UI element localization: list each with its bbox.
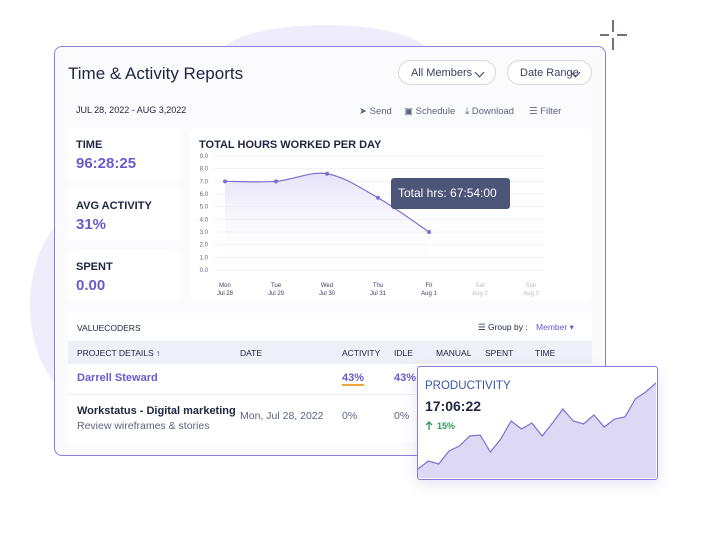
point [274,179,278,184]
area [418,383,656,478]
x-tick-date: Jul 28 [217,291,234,297]
chart-title: TOTAL HOURS WORKED PER DAY [199,139,382,151]
line-area [225,173,429,270]
group-by-label: Group by : [487,322,528,332]
stat-value: 0.00 [76,277,106,294]
action-label: Filter [540,106,562,117]
idle-cell: 0% [394,410,410,422]
team-name: VALUECODERS [77,323,141,333]
download-action[interactable]: ⤓ Download [465,106,515,117]
filter-label: All Members [411,67,473,79]
project-name: Workstatus - Digital marketing [77,405,236,417]
idle-cell: 43% [394,372,417,384]
x-tick-date: Jul 31 [370,291,387,297]
up-arrow [425,421,433,430]
stat-value: 31% [76,216,107,233]
column-label: PROJECT DETAILS [77,348,154,358]
action-label: Download [471,106,515,117]
x-tick-label: Fri [426,283,433,289]
x-tick-date: Aug 1 [421,291,437,297]
send-action[interactable]: ➤ Send [359,106,392,117]
y-tick-label: 2.0 [200,243,209,249]
y-tick-label: 1.0 [200,255,209,261]
column-header: DATE [240,348,263,358]
productivity-total: 17:06:22 [425,398,482,414]
stat-label: SPENT [76,261,113,273]
column-header: IDLE [394,348,413,358]
productivity-chart [418,382,656,478]
members-filter[interactable]: All Members [398,60,496,85]
x-tick-label: Sun [526,283,537,289]
y-tick-label: 3.0 [200,230,209,236]
x-tick-label: Mon [219,283,231,289]
date-range: JUL 28, 2022 - AUG 3,2022 [76,105,187,115]
y-tick-label: 0.0 [200,268,209,274]
column-header[interactable]: PROJECT DETAILS ↑ [77,348,161,358]
activity-cell: 43% [342,372,365,386]
point [427,230,431,234]
x-tick-label: Sat [475,283,484,289]
tooltip-text: Total hrs: 67:54:00 [398,186,497,200]
x-tick-date: Jul 29 [268,291,285,297]
area-line [418,382,656,470]
point [376,195,380,200]
x-tick-label: Tue [271,283,282,289]
stat-card [68,188,180,240]
row-divider [68,394,592,395]
stat-card [68,128,180,180]
stat-label: TIME [76,139,103,151]
y-tick-label: 6.0 [200,192,209,198]
page-title: Time & Activity Reports [68,64,244,83]
y-tick-label: 5.0 [200,205,209,211]
point [325,171,329,176]
y-tick-label: 8.0 [200,167,209,173]
date-filter[interactable]: Date Range [507,60,592,85]
sparkle [600,20,627,50]
point [223,179,227,184]
y-tick-label: 9.0 [200,154,209,160]
y-tick-label: 4.0 [200,217,209,223]
schedule-action[interactable]: ▣ Schedule [404,106,456,117]
column-header: ACTIVITY [342,348,381,358]
hours-chart: TOTAL HOURS WORKED PER DAY 0.0 1.0 2.0 3.0 4… [190,128,592,300]
column-header: TIME [535,348,556,358]
group-by-value: Member [536,322,568,332]
action-label: Send [369,106,392,117]
y-tick-label: 7.0 [200,179,209,185]
x-tick-date: Aug 3 [523,291,539,297]
x-tick-label: Thu [373,283,383,289]
table-header [68,341,592,364]
stat-value: 96:28:25 [76,155,137,172]
x-tick-date: Aug 2 [472,291,488,297]
chevron [474,67,485,78]
column-header: SPENT [485,348,514,358]
productivity-title: PRODUCTIVITY [425,380,511,392]
member-name[interactable]: Darrell Steward [77,372,158,384]
activity-cell: 0% [342,410,358,422]
filter-label: Date Range [520,67,579,79]
x-tick-date: Jul 30 [319,291,336,297]
x-tick-label: Wed [321,283,333,289]
action-label: Schedule [415,106,456,117]
productivity-change: 15% [437,421,456,431]
filter-action[interactable]: ☰ Filter [529,106,562,117]
column-header: MANUAL [436,348,472,358]
stat-label: AVG ACTIVITY [76,200,152,212]
tooltip [391,178,510,209]
task-name: Review wireframes & stories [77,420,210,432]
group-by[interactable]: ☰ Group by : Member ▾ [478,322,574,332]
date-cell: Mon, Jul 28, 2022 [240,410,324,422]
stat-card [68,250,180,300]
